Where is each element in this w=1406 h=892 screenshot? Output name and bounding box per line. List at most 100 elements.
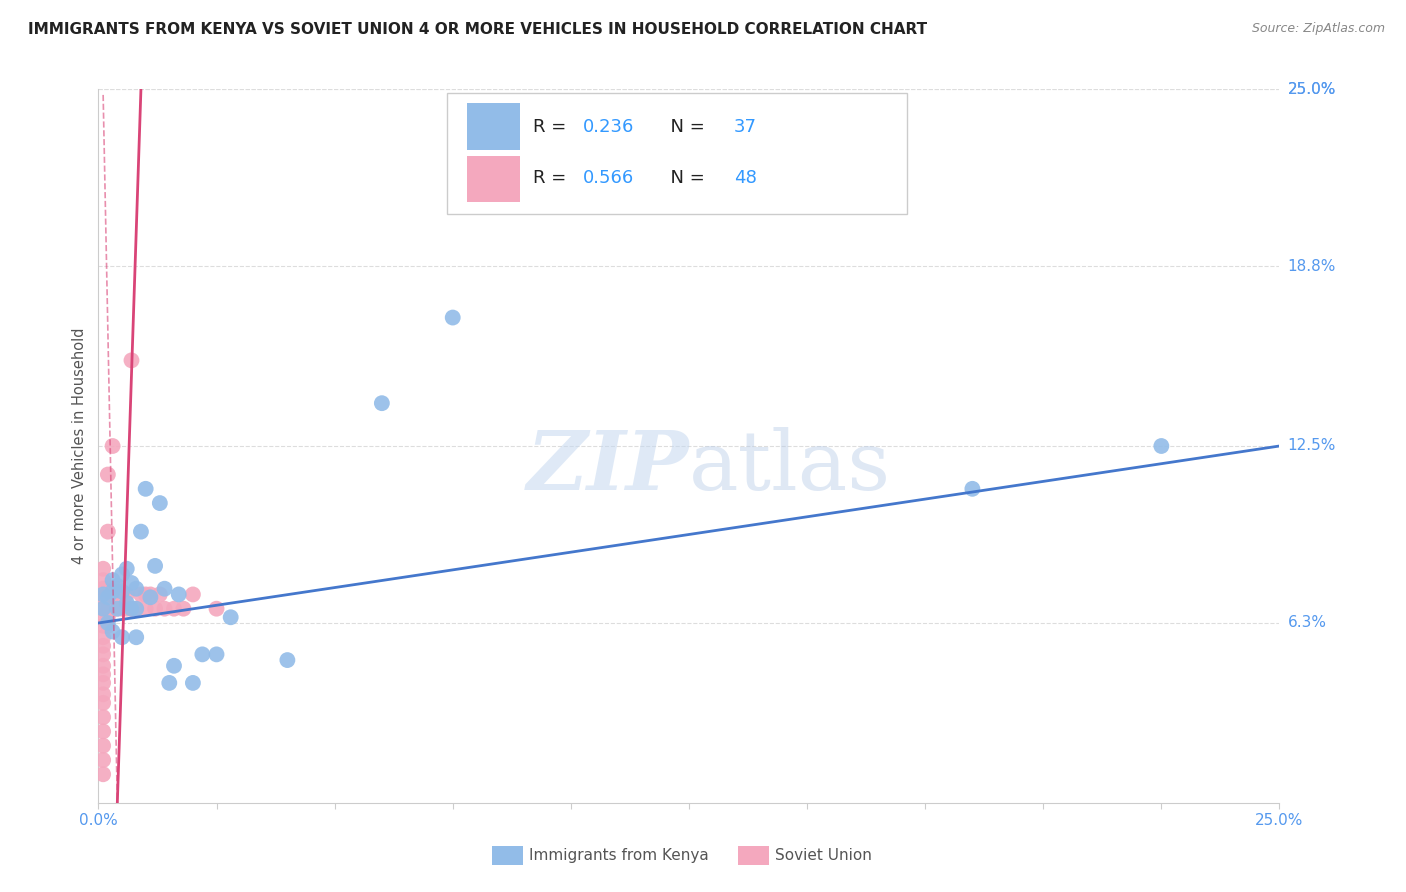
Point <box>115 596 138 610</box>
Point <box>97 610 120 624</box>
Text: 25.0%: 25.0% <box>1288 82 1336 96</box>
Point <box>181 587 204 601</box>
Text: ZIP: ZIP <box>526 427 689 508</box>
Point <box>441 310 464 325</box>
FancyBboxPatch shape <box>467 103 520 150</box>
Point <box>105 582 128 596</box>
Point <box>97 591 120 605</box>
Text: IMMIGRANTS FROM KENYA VS SOVIET UNION 4 OR MORE VEHICLES IN HOUSEHOLD CORRELATIO: IMMIGRANTS FROM KENYA VS SOVIET UNION 4 … <box>28 22 927 37</box>
Point <box>153 601 176 615</box>
Point <box>167 587 190 601</box>
Text: R =: R = <box>533 169 572 187</box>
Point <box>91 601 114 615</box>
Text: Immigrants from Kenya: Immigrants from Kenya <box>529 848 709 863</box>
Text: 37: 37 <box>734 118 756 136</box>
Point <box>91 739 114 753</box>
Point <box>139 591 162 605</box>
Point <box>91 658 114 673</box>
Point <box>91 667 114 681</box>
Point <box>125 630 148 644</box>
Point <box>97 524 120 539</box>
Point <box>101 587 124 601</box>
Point <box>105 601 128 615</box>
Text: 0.236: 0.236 <box>582 118 634 136</box>
Text: N =: N = <box>659 118 711 136</box>
Text: Soviet Union: Soviet Union <box>775 848 872 863</box>
Point <box>91 696 114 710</box>
Point <box>111 584 134 599</box>
Point <box>101 601 124 615</box>
Point <box>105 601 128 615</box>
Point <box>91 724 114 739</box>
Point <box>219 610 242 624</box>
Point <box>125 582 148 596</box>
Point <box>121 601 143 615</box>
Text: 18.8%: 18.8% <box>1288 259 1336 274</box>
Point <box>115 601 138 615</box>
Point <box>157 676 180 690</box>
Point <box>91 767 114 781</box>
Point <box>97 601 120 615</box>
Point <box>97 615 120 630</box>
Text: 6.3%: 6.3% <box>1288 615 1327 631</box>
Point <box>121 576 143 591</box>
Point <box>91 591 114 605</box>
Point <box>172 601 194 615</box>
Point <box>111 601 134 615</box>
Point <box>135 587 157 601</box>
Point <box>125 601 148 615</box>
Point <box>371 396 394 410</box>
Point <box>121 353 143 368</box>
FancyBboxPatch shape <box>467 155 520 202</box>
Text: 0.566: 0.566 <box>582 169 634 187</box>
Point <box>101 584 124 599</box>
Point <box>276 653 298 667</box>
Point <box>91 676 114 690</box>
Point <box>143 558 166 573</box>
Point <box>149 496 172 510</box>
Point <box>91 630 114 644</box>
Point <box>91 687 114 701</box>
Text: Source: ZipAtlas.com: Source: ZipAtlas.com <box>1251 22 1385 36</box>
Text: 25.0%: 25.0% <box>1288 82 1336 96</box>
Point <box>1150 439 1173 453</box>
Text: R =: R = <box>533 118 572 136</box>
Text: atlas: atlas <box>689 427 891 508</box>
Point <box>91 710 114 724</box>
Point <box>135 482 157 496</box>
Point <box>91 648 114 662</box>
Point <box>121 601 143 615</box>
Point <box>91 582 114 596</box>
Text: N =: N = <box>659 169 711 187</box>
Point <box>97 467 120 482</box>
Point <box>163 601 186 615</box>
Point <box>149 587 172 601</box>
Point <box>163 658 186 673</box>
Point <box>129 524 152 539</box>
Point <box>139 587 162 601</box>
Point <box>101 624 124 639</box>
Point <box>111 630 134 644</box>
Point <box>115 562 138 576</box>
Text: 12.5%: 12.5% <box>1288 439 1336 453</box>
Text: 48: 48 <box>734 169 756 187</box>
Point <box>91 639 114 653</box>
Point <box>91 610 114 624</box>
Point <box>97 619 120 633</box>
Point <box>111 587 134 601</box>
Point <box>191 648 214 662</box>
Point <box>111 567 134 582</box>
Point <box>91 753 114 767</box>
Point <box>91 619 114 633</box>
Point <box>101 573 124 587</box>
Point <box>205 648 228 662</box>
Point <box>153 582 176 596</box>
Point <box>129 587 152 601</box>
FancyBboxPatch shape <box>447 93 907 214</box>
Point <box>91 601 114 615</box>
Point <box>91 562 114 576</box>
Y-axis label: 4 or more Vehicles in Household: 4 or more Vehicles in Household <box>72 327 87 565</box>
Point <box>962 482 984 496</box>
Point <box>135 601 157 615</box>
Point <box>105 579 128 593</box>
